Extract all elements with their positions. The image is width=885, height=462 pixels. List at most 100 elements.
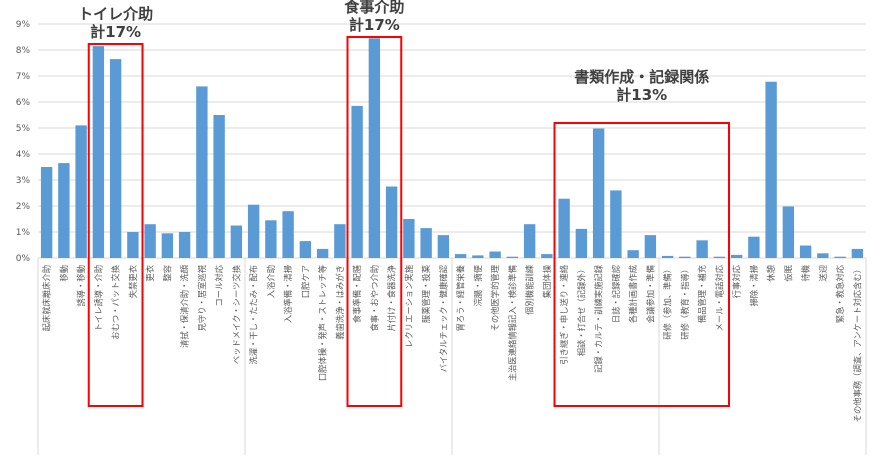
highlight-box [346,36,403,407]
bar [213,115,225,258]
annotation-label: 食事介助 [344,0,404,16]
y-tick-label: 0% [16,254,31,264]
bar [592,128,605,258]
bar [92,46,105,258]
bar [661,255,674,258]
bar [730,254,743,258]
bar [834,256,846,258]
x-tick-label: 会議参加・準備 [645,265,655,323]
x-tick-label: コール対応 [214,264,224,306]
x-tick-label: 起床就床離床介助 [42,265,52,331]
x-tick-label: 待機 [801,265,811,282]
bar [713,256,726,258]
bar [748,236,760,258]
bar [851,248,864,258]
bar [58,163,70,258]
x-tick-label: 服薬管理・投薬 [421,265,431,323]
y-tick-label: 6% [16,98,31,108]
x-tick-label: 緊急・救急対応 [835,264,845,323]
bar [403,219,415,258]
x-tick-label: 研修（教育・指導） [680,265,690,340]
highlight-box [553,122,730,407]
x-tick-label: トイレ誘導・介助 [93,265,103,331]
x-tick-label: 更衣 [145,264,155,281]
bar [679,256,691,258]
x-tick-label: バイタルチェック・健康確認 [438,264,448,372]
x-tick-label: 胃ろう・経管栄養 [456,265,466,331]
y-tick-label: 4% [16,150,31,160]
y-tick-label: 3% [16,176,31,186]
annotation-label: トイレ介助 [78,5,153,23]
bar [541,254,553,258]
x-tick-label: 洗濯・干し・たたみ・配布 [249,265,259,365]
x-tick-label: 片付け・食器洗浄 [387,265,397,331]
bar [265,220,277,258]
y-tick-label: 7% [16,72,31,82]
bar [316,248,329,258]
bar [627,250,639,258]
bar [368,38,381,258]
bar [109,59,122,258]
x-tick-label: 整容 [162,265,172,282]
bar [437,235,450,258]
x-tick-label: 義歯洗浄・はみがき [335,265,345,340]
y-tick-label: 1% [16,228,31,238]
bar [161,233,174,258]
x-tick-label: 口腔ケア [300,265,310,298]
x-tick-label: 入浴介助 [266,265,276,298]
annotation-label: 書類作成・記録関係 [574,68,709,86]
y-tick-label: 2% [16,202,31,212]
bar [765,81,777,258]
bar [351,105,363,259]
x-tick-label: おむつ・パット交換 [111,264,121,339]
x-tick-label: 備品管理・補充 [697,265,707,323]
highlight-box [87,43,144,407]
bar [299,241,312,258]
bar [334,224,346,258]
x-tick-label: 清拭・保清介助・洗顔 [180,264,190,348]
bar [420,228,432,258]
y-tick-label: 8% [16,46,31,56]
bar [575,228,588,258]
bar [489,251,501,258]
bar [558,198,570,258]
y-tick-label: 5% [16,124,31,134]
x-tick-label: 休憩 [766,264,776,281]
x-tick-label: 移動 [59,265,69,282]
x-tick-label: 引き継ぎ・申し送り・連絡 [559,264,569,364]
bar [523,224,536,258]
x-tick-label: 送迎 [818,265,828,282]
bar [782,206,795,258]
bar [178,232,191,258]
bar [610,190,622,258]
x-tick-label: その他事務（調査、アンケート対応含む） [852,265,862,422]
bar [144,224,156,258]
bar [454,254,467,258]
x-tick-label: 研修（参加、準備） [663,265,673,340]
x-tick-label: 相談・打合せ（記録外） [576,265,586,356]
x-tick-label: その他医学的管理 [490,264,500,331]
x-tick-label: 口腔体操・発声・ストレッチ等 [318,265,328,381]
x-tick-label: 集団体操 [542,264,552,298]
x-tick-label: 誘導・移動 [76,265,86,307]
x-tick-label: 失禁更衣 [128,264,138,298]
bar [644,235,657,258]
x-tick-label: レクリエーション実施 [404,265,414,348]
x-tick-label: 主治医連絡情報記入・検診準備 [507,265,517,381]
x-tick-label: 記録・カルテ・訓練実施記録 [594,264,604,373]
annotation-label: 計17% [349,16,400,34]
bar [247,204,260,258]
x-tick-label: 仮眠 [783,264,793,281]
bar [282,211,294,258]
bar [385,186,398,258]
x-tick-label: 行事対応 [732,264,742,298]
annotation-label: 計13% [616,86,667,104]
bar [196,86,208,259]
x-tick-label: ベッドメイク・シーツ交換 [231,264,241,364]
bar [75,125,87,259]
x-tick-label: 食事準備・配膳 [352,265,362,323]
x-tick-label: 入浴準備・清掃 [283,265,293,323]
y-tick-label: 9% [16,20,31,30]
